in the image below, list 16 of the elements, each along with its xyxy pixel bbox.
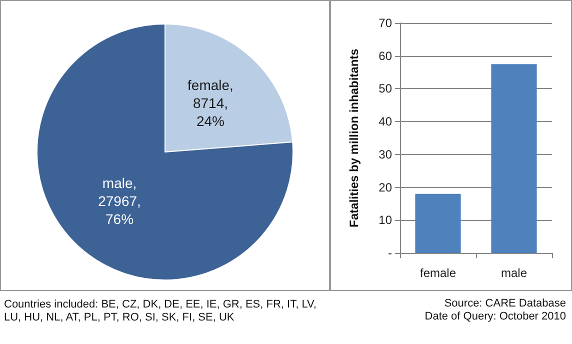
x-tick-label: female [420,266,456,280]
y-tick-label: 10 [378,213,392,228]
y-tick-label: 50 [378,82,392,96]
x-tick-label: male [500,266,528,280]
slice-label: female, 8714, 24% [188,76,234,129]
y-tick-label: 60 [378,48,392,63]
text: Date of Query: October 2010 [424,310,566,322]
slice-label: male, 27967, 76% [98,175,141,228]
text: Countries included: BE, CZ, DK, DE, EE, IE, GR, ES, FR, IT, LV, LU, HU, NL, AT, PL, PT, RO, SI, SK, FI, SE, UK [4,298,320,324]
source-note: Source: CARE Database [444,298,566,310]
y-tick-label: 20 [378,180,392,194]
y-tick-label: 30 [378,147,392,162]
y-axis-title: Fatalities by million inhabitants [347,48,361,228]
y-tick-label: 40 [378,114,392,129]
y-tick-label: 70 [378,16,392,30]
y-tick-label: - [388,246,392,260]
